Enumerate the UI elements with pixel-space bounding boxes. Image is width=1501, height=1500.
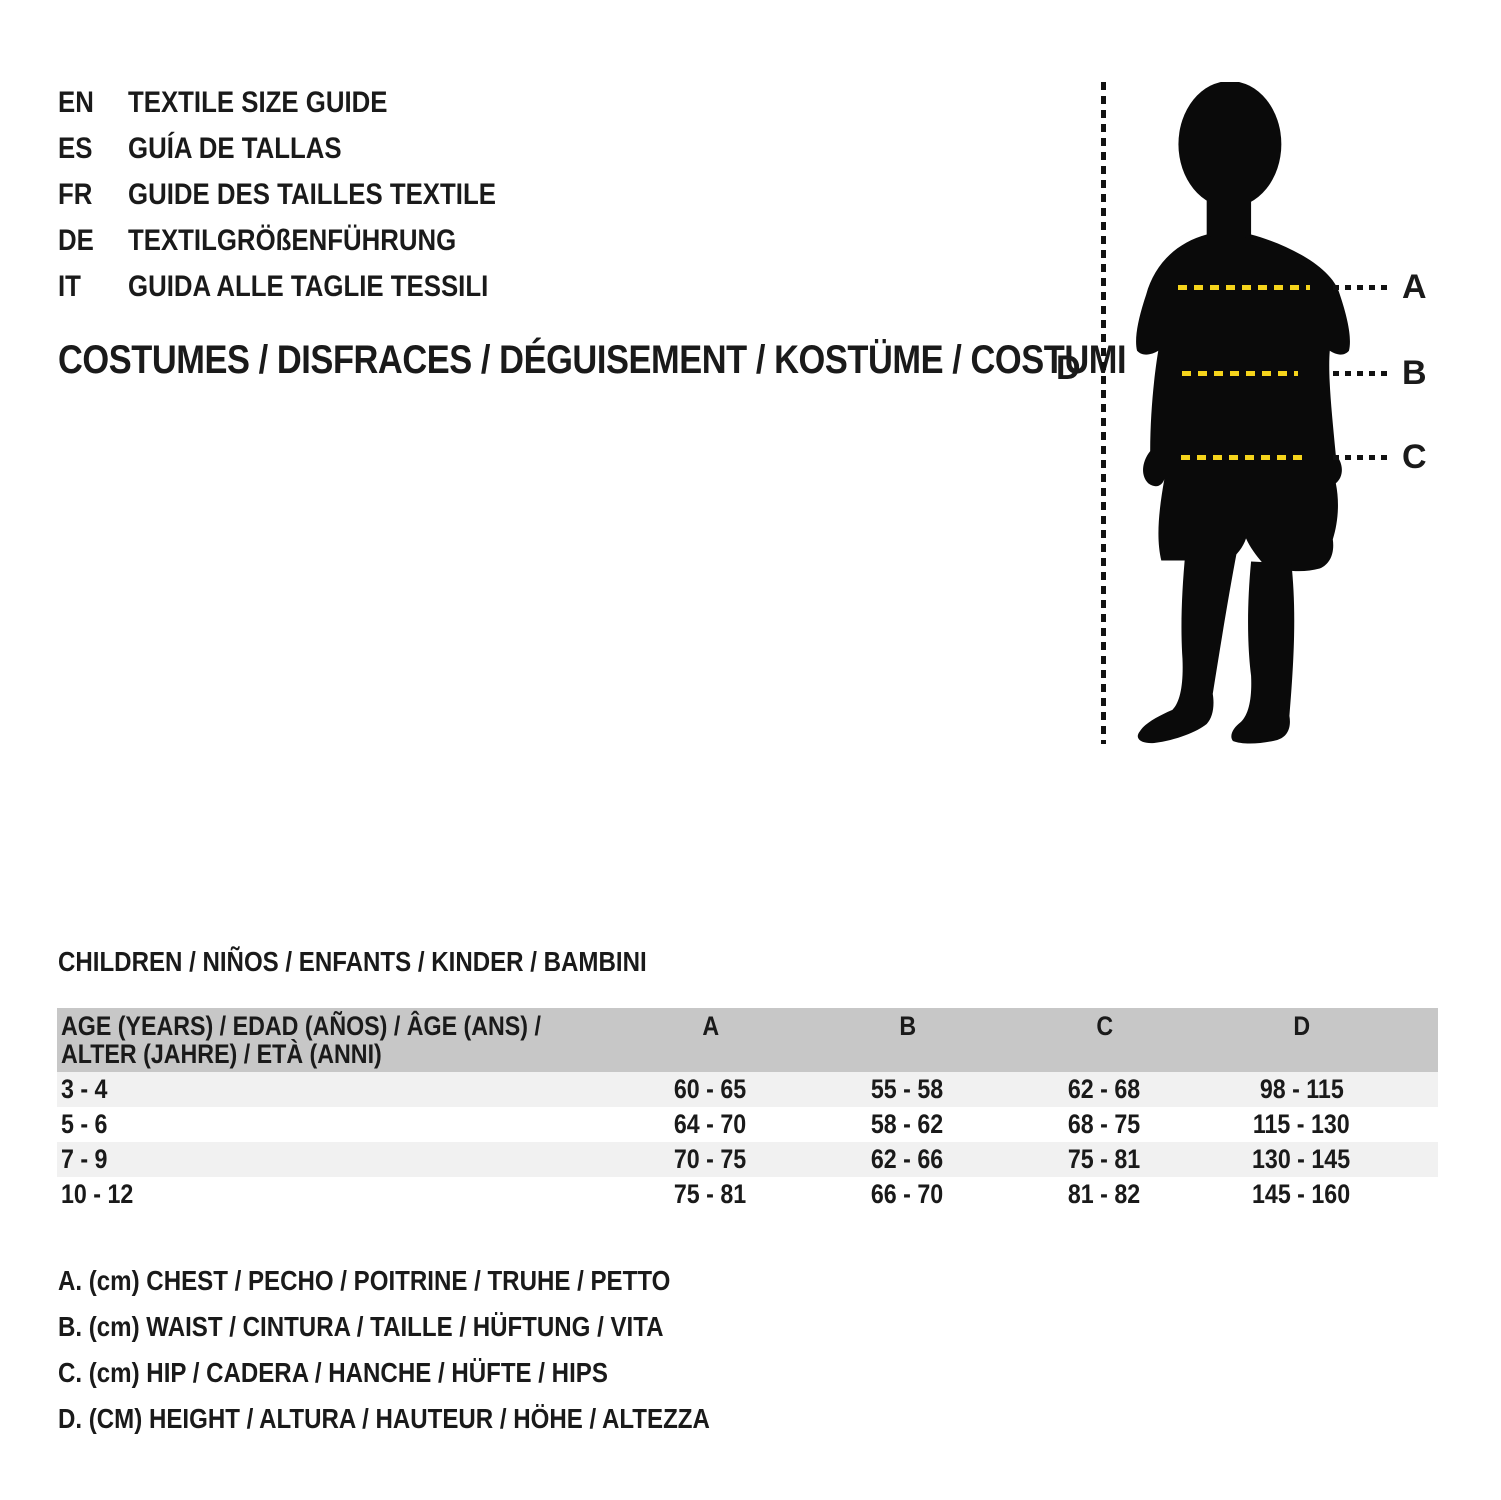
chest-cell: 60 - 65 [674, 1074, 747, 1104]
chest-cell: 64 - 70 [674, 1109, 747, 1139]
lang-code-it: IT [58, 270, 81, 303]
hip-cell: 75 - 81 [1068, 1144, 1141, 1174]
label-d-height: D [1056, 349, 1081, 387]
waist-leader-dots [1333, 371, 1391, 376]
lang-row-de: DE TEXTILGRÖßENFÜHRUNG [58, 218, 556, 264]
hip-cell: 68 - 75 [1068, 1109, 1141, 1139]
label-a-chest: A [1402, 268, 1427, 306]
silhouette-right-leg [1231, 561, 1295, 744]
header-age-column: AGE (YEARS) / EDAD (AÑOS) / ÂGE (ANS) / … [61, 1011, 541, 1069]
waist-cell: 62 - 66 [871, 1144, 944, 1174]
lang-code-de: DE [58, 224, 94, 257]
header-col-b: B [899, 1011, 916, 1041]
height-cell: 130 - 145 [1252, 1144, 1351, 1174]
lang-row-it: IT GUIDA ALLE TAGLIE TESSILI [58, 264, 556, 310]
silhouette-head [1178, 82, 1282, 208]
header-col-c: C [1096, 1011, 1113, 1041]
header-col-a: A [702, 1011, 719, 1041]
waist-measure-line [1182, 371, 1298, 376]
label-c-hip: C [1402, 438, 1427, 476]
table-header: AGE (YEARS) / EDAD (AÑOS) / ÂGE (ANS) / … [57, 1008, 1438, 1072]
lang-code-es: ES [58, 132, 93, 165]
age-cell: 7 - 9 [61, 1144, 108, 1174]
lang-row-en: EN TEXTILE SIZE GUIDE [58, 80, 556, 126]
category-title: COSTUMES / DISFRACES / DÉGUISEMENT / KOS… [58, 338, 1127, 382]
waist-cell: 58 - 62 [871, 1109, 944, 1139]
size-table: AGE (YEARS) / EDAD (AÑOS) / ÂGE (ANS) / … [57, 1008, 1438, 1212]
lang-title-fr: GUIDE DES TAILLES TEXTILE [128, 178, 496, 211]
age-cell: 10 - 12 [61, 1179, 134, 1209]
silhouette-neck [1206, 192, 1252, 245]
child-silhouette [1136, 82, 1350, 744]
table-row: 5 - 6 64 - 70 58 - 62 68 - 75 115 - 130 [57, 1107, 1438, 1142]
label-b-waist: B [1402, 354, 1427, 392]
chest-cell: 75 - 81 [674, 1179, 747, 1209]
legend-height: D. (CM) HEIGHT / ALTURA / HAUTEUR / HÖHE… [58, 1403, 710, 1434]
lang-title-es: GUÍA DE TALLAS [128, 132, 342, 165]
lang-title-en: TEXTILE SIZE GUIDE [128, 86, 388, 119]
hip-cell: 62 - 68 [1068, 1074, 1141, 1104]
height-cell: 145 - 160 [1252, 1179, 1351, 1209]
table-row: 7 - 9 70 - 75 62 - 66 75 - 81 130 - 145 [57, 1142, 1438, 1177]
legend-chest: A. (cm) CHEST / PECHO / POITRINE / TRUHE… [58, 1265, 671, 1296]
silhouette-body [1136, 234, 1350, 572]
chest-measure-line [1178, 285, 1310, 290]
hip-measure-line [1181, 455, 1303, 460]
chest-cell: 70 - 75 [674, 1144, 747, 1174]
language-title-list: EN TEXTILE SIZE GUIDE ES GUÍA DE TALLAS … [58, 80, 556, 310]
lang-code-en: EN [58, 86, 94, 119]
height-cell: 98 - 115 [1259, 1074, 1344, 1104]
lang-row-es: ES GUÍA DE TALLAS [58, 126, 556, 172]
section-title-children: CHILDREN / NIÑOS / ENFANTS / KINDER / BA… [58, 946, 647, 977]
hip-cell: 81 - 82 [1068, 1179, 1141, 1209]
table-row: 3 - 4 60 - 65 55 - 58 62 - 68 98 - 115 [57, 1072, 1438, 1107]
height-dashed-line [1101, 82, 1106, 744]
lang-title-de: TEXTILGRÖßENFÜHRUNG [128, 224, 457, 257]
waist-cell: 55 - 58 [871, 1074, 944, 1104]
hip-leader-dots [1333, 455, 1391, 460]
chest-leader-dots [1333, 285, 1391, 290]
measurement-figure: A B C D [1030, 78, 1490, 758]
measurement-legend: A. (cm) CHEST / PECHO / POITRINE / TRUHE… [58, 1258, 816, 1442]
legend-waist: B. (cm) WAIST / CINTURA / TAILLE / HÜFTU… [58, 1311, 664, 1342]
silhouette-left-leg [1137, 551, 1237, 744]
legend-hip: C. (cm) HIP / CADERA / HANCHE / HÜFTE / … [58, 1357, 608, 1388]
lang-title-it: GUIDA ALLE TAGLIE TESSILI [128, 270, 489, 303]
age-cell: 5 - 6 [61, 1109, 108, 1139]
height-cell: 115 - 130 [1253, 1109, 1350, 1139]
header-col-d: D [1293, 1011, 1310, 1041]
waist-cell: 66 - 70 [871, 1179, 944, 1209]
lang-code-fr: FR [58, 178, 93, 211]
table-row: 10 - 12 75 - 81 66 - 70 81 - 82 145 - 16… [57, 1177, 1438, 1212]
age-cell: 3 - 4 [61, 1074, 108, 1104]
lang-row-fr: FR GUIDE DES TAILLES TEXTILE [58, 172, 556, 218]
